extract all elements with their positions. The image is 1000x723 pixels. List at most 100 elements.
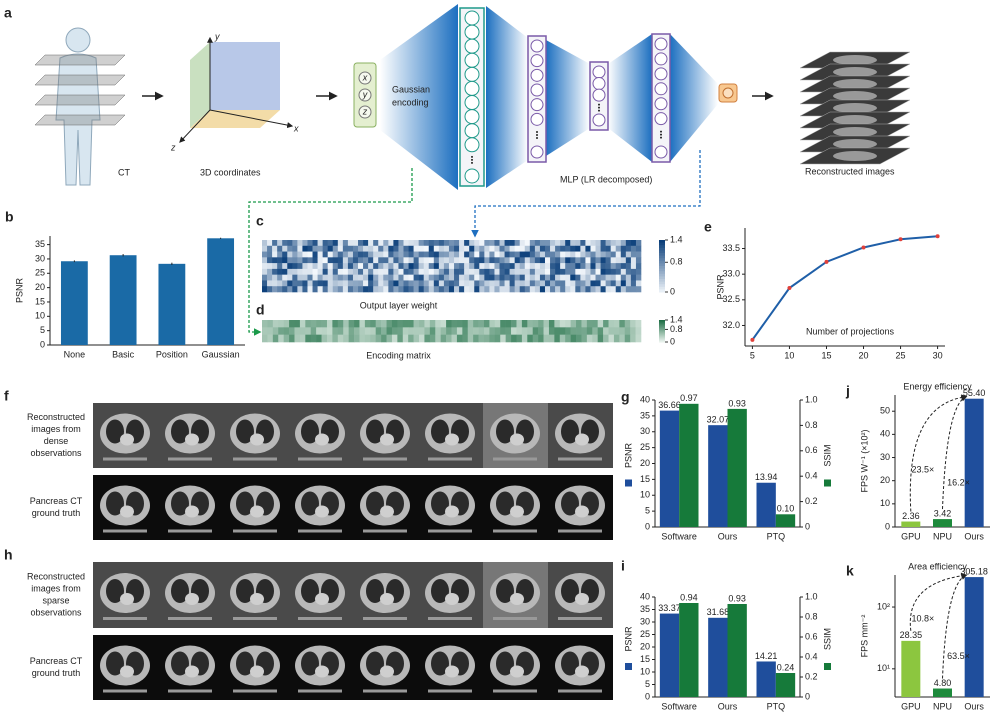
colorbar xyxy=(659,266,665,270)
heatmap-cell xyxy=(494,245,500,252)
heatmap-cell xyxy=(494,268,500,275)
data-label: 305.18 xyxy=(960,566,988,576)
heatmap-cell xyxy=(560,286,566,293)
ct-heart xyxy=(120,505,134,518)
ct-table xyxy=(168,617,212,620)
heatmap-cell xyxy=(630,240,637,247)
y-axis-label: FPS W⁻¹ (×10²) xyxy=(859,429,869,492)
colorbar xyxy=(659,337,665,340)
ct-lung xyxy=(301,419,319,444)
heatmap-cell xyxy=(527,334,534,343)
heatmap-cell xyxy=(289,334,295,343)
heatmap-cell xyxy=(615,263,622,270)
x-tick-label: Basic xyxy=(112,349,135,359)
ct-heart xyxy=(185,593,199,605)
heatmap-cell xyxy=(373,263,379,270)
caption: Output layer weight xyxy=(360,300,438,310)
heatmap-cell xyxy=(494,286,500,293)
panel-label: b xyxy=(5,209,14,225)
heatmap-cell xyxy=(316,320,322,328)
heatmap-cell xyxy=(358,274,364,281)
heatmap-cell xyxy=(408,245,414,252)
heatmap-cell xyxy=(585,263,591,270)
heatmap-cell xyxy=(317,268,323,275)
heatmap-cell xyxy=(282,257,288,264)
heatmap-cell xyxy=(348,327,355,335)
heatmap-cell xyxy=(317,280,323,287)
heatmap-cell xyxy=(489,286,495,293)
heatmap-cell xyxy=(620,274,627,281)
ct-heart xyxy=(315,505,329,518)
heatmap-cell xyxy=(499,251,505,258)
heatmap-cell xyxy=(516,334,523,343)
ct-lung xyxy=(106,419,124,444)
heatmap-cell xyxy=(446,320,452,328)
heatmap-cell xyxy=(282,286,288,293)
y-tick-label: 15 xyxy=(35,296,45,306)
heatmap-cell xyxy=(565,274,571,281)
heatmap-cell xyxy=(347,263,354,270)
heatmap-cell xyxy=(403,257,409,264)
ct-heart xyxy=(510,433,524,446)
heatmap-cell xyxy=(610,280,617,287)
heatmap-cell xyxy=(359,320,366,328)
heatmap-cell xyxy=(312,257,318,264)
colorbar xyxy=(659,258,665,262)
x-tick-label: Ours xyxy=(718,531,738,541)
heatmap-cell xyxy=(524,280,531,287)
slice-body xyxy=(833,139,877,149)
heatmap-cell xyxy=(368,280,374,287)
heatmap-cell xyxy=(603,327,609,335)
ct-table xyxy=(103,457,147,461)
heatmap-cell xyxy=(550,274,556,281)
heatmap-cell xyxy=(391,334,398,343)
data-label: 36.66 xyxy=(658,400,681,410)
heatmap-cell xyxy=(550,245,556,252)
data-label: 31.68 xyxy=(707,607,730,617)
heatmap-cell xyxy=(322,245,328,252)
heatmap-cell xyxy=(478,327,485,335)
heatmap-cell xyxy=(433,263,440,270)
ct-table xyxy=(233,617,277,620)
heatmap-cell xyxy=(292,268,298,275)
heatmap-cell xyxy=(529,286,536,293)
heatmap-cell xyxy=(419,320,425,328)
heatmap-cell xyxy=(527,320,534,328)
heatmap-cell xyxy=(352,268,359,275)
x-tick-label: Software xyxy=(661,701,697,711)
colorbar-label: 0 xyxy=(670,336,675,346)
heatmap-cell xyxy=(600,245,606,252)
heatmap-cell xyxy=(500,320,506,328)
heatmap-cell xyxy=(625,268,632,275)
heatmap-cell xyxy=(534,263,541,270)
ct-table xyxy=(493,689,537,693)
heatmap-cell xyxy=(299,327,306,335)
ct-heart xyxy=(185,433,199,446)
heatmap-cell xyxy=(337,280,344,287)
data-label: 13.94 xyxy=(755,472,778,482)
neuron xyxy=(530,98,544,112)
colorbar xyxy=(659,245,665,249)
heatmap-cell xyxy=(565,263,571,270)
legend-label: PSNR xyxy=(623,626,633,652)
heatmap-cell xyxy=(262,251,268,258)
heatmap-cell xyxy=(428,268,435,275)
heatmap-cell xyxy=(505,334,512,343)
heatmap-cell xyxy=(610,240,617,247)
heatmap-cell xyxy=(575,274,581,281)
ct-heart xyxy=(120,593,134,605)
heatmap-cell xyxy=(597,320,604,328)
heatmap-cell xyxy=(438,257,445,264)
heatmap-cell xyxy=(550,268,556,275)
colorbar xyxy=(659,268,665,272)
heatmap-cell xyxy=(262,334,268,343)
heatmap-cell xyxy=(620,257,627,264)
heatmap-cell xyxy=(302,240,308,247)
heatmap-cell xyxy=(397,334,404,343)
ellipsis-dot xyxy=(471,155,473,158)
heatmap-cell xyxy=(347,245,354,252)
heatmap-cell xyxy=(600,257,606,264)
heatmap-cell xyxy=(590,274,596,281)
heatmap-cell xyxy=(287,286,293,293)
heatmap-cell xyxy=(544,251,551,258)
